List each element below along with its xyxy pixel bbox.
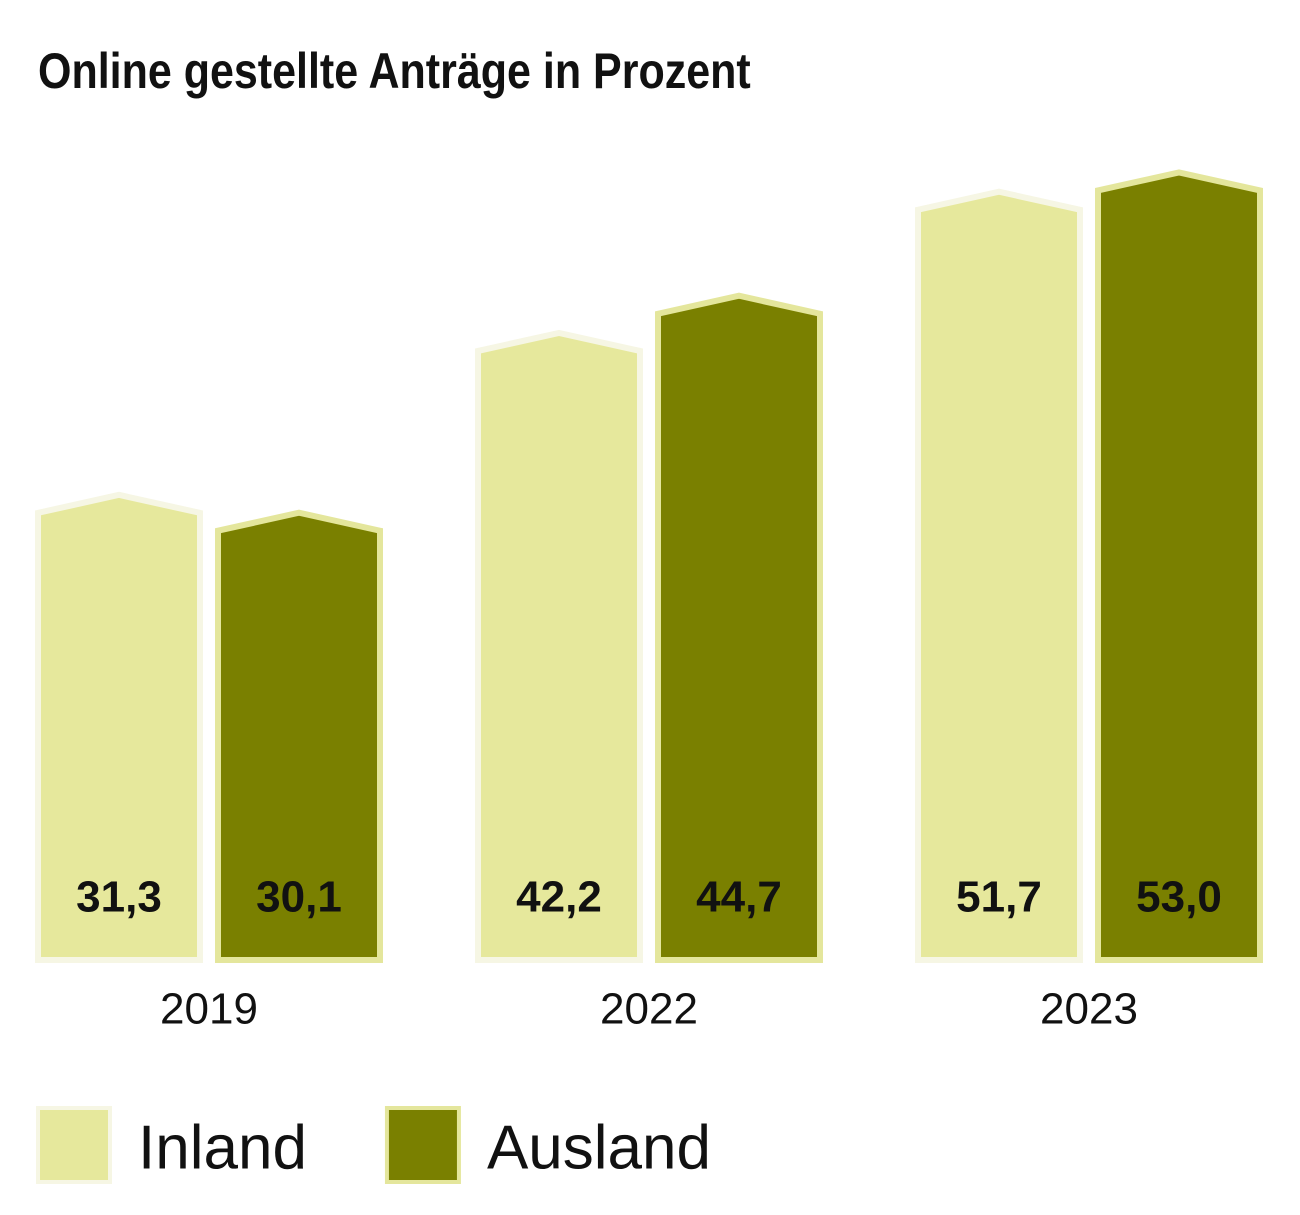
legend-label: Ausland (487, 1113, 711, 1182)
value-label: 44,7 (696, 873, 782, 922)
value-label: 51,7 (956, 873, 1042, 922)
legend-label: Inland (138, 1113, 307, 1182)
value-label: 30,1 (256, 873, 342, 922)
x-tick-label: 2022 (600, 985, 698, 1034)
bar (915, 188, 1083, 963)
x-tick-label: 2023 (1040, 985, 1138, 1034)
bar (35, 491, 203, 963)
legend-swatch (384, 1106, 461, 1184)
value-label: 31,3 (76, 873, 162, 922)
legend-swatch (36, 1106, 112, 1184)
bar (655, 292, 823, 963)
value-label: 53,0 (1136, 873, 1222, 922)
bar (1095, 169, 1263, 963)
x-tick-label: 2019 (160, 985, 258, 1034)
chart-title: Online gestellte Anträge in Prozent (38, 43, 751, 99)
bar (475, 329, 643, 963)
bar (215, 509, 383, 963)
value-label: 42,2 (516, 873, 602, 922)
